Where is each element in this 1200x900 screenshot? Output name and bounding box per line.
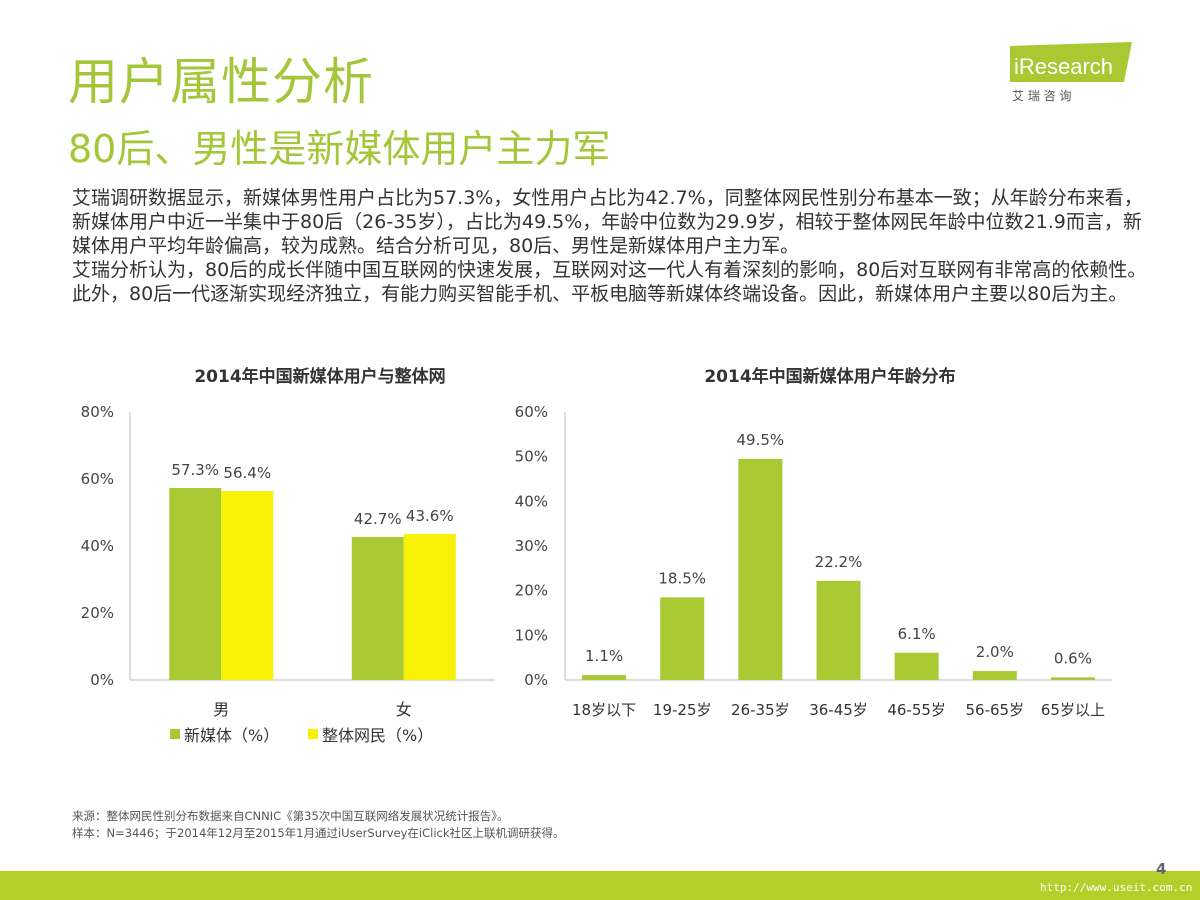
data-label: 1.1% — [585, 647, 623, 665]
bar — [169, 488, 222, 680]
y-tick-label: 50% — [515, 448, 548, 466]
sample-line: 样本：N=3446；于2014年12月至2015年1月通过iUserSurvey… — [72, 826, 565, 840]
y-tick-label: 40% — [81, 537, 114, 555]
y-tick-label: 60% — [515, 403, 548, 421]
y-tick-label: 30% — [515, 537, 548, 555]
footer-bar — [0, 871, 1200, 900]
x-tick-label: 19-25岁 — [653, 701, 712, 719]
y-tick-label: 0% — [524, 671, 548, 689]
page-number: 4 — [1156, 860, 1167, 878]
data-label: 22.2% — [815, 553, 863, 571]
legend-swatch — [308, 729, 318, 739]
y-tick-label: 80% — [81, 403, 114, 421]
data-label: 43.6% — [406, 507, 454, 525]
logo-name: iResearch — [1014, 54, 1113, 79]
data-label: 18.5% — [658, 569, 706, 587]
bar — [972, 671, 1017, 680]
data-label: 49.5% — [737, 431, 785, 449]
y-tick-label: 20% — [515, 582, 548, 600]
legend-swatch — [170, 729, 180, 739]
bar — [894, 652, 939, 680]
age-chart-title: 2014年中国新媒体用户年龄分布 — [704, 367, 956, 387]
y-tick-label: 0% — [90, 671, 114, 689]
x-tick-label: 56-65岁 — [965, 701, 1024, 719]
source-note: 来源：整体网民性别分布数据来自CNNIC《第35次中国互联网络发展状况统计报告》… — [72, 808, 565, 842]
x-tick-label: 女 — [396, 700, 412, 719]
bar — [221, 491, 274, 680]
gender-chart-title: 2014年中国新媒体用户与整体网 — [194, 367, 446, 387]
data-label: 2.0% — [976, 643, 1014, 661]
bar — [1050, 677, 1095, 680]
data-label: 57.3% — [171, 461, 219, 479]
logo-cn: 艾 瑞 咨 询 — [1012, 88, 1071, 103]
legend-label: 新媒体（%） — [184, 726, 279, 745]
y-tick-label: 10% — [515, 626, 548, 644]
x-tick-label: 46-55岁 — [887, 701, 946, 719]
page-title: 用户属性分析 — [68, 53, 374, 111]
bar — [738, 458, 783, 680]
bar — [660, 597, 705, 680]
y-tick-label: 20% — [81, 604, 114, 622]
footer-url: http://www.useit.com.cn — [1040, 881, 1193, 894]
iresearch-logo: iResearch 艾 瑞 咨 询 — [1010, 42, 1132, 103]
bar — [351, 536, 404, 680]
data-label: 0.6% — [1054, 649, 1092, 667]
x-tick-label: 男 — [213, 700, 229, 719]
data-label: 6.1% — [898, 625, 936, 643]
page-subtitle: 80后、男性是新媒体用户主力军 — [68, 127, 611, 171]
x-tick-label: 36-45岁 — [809, 701, 868, 719]
y-tick-label: 60% — [81, 470, 114, 488]
bar — [816, 580, 861, 680]
legend-label: 整体网民（%） — [322, 726, 433, 745]
x-tick-label: 65岁以上 — [1041, 701, 1105, 719]
source-line: 来源：整体网民性别分布数据来自CNNIC《第35次中国互联网络发展状况统计报告》… — [72, 809, 509, 823]
x-tick-label: 26-35岁 — [731, 701, 790, 719]
bar — [582, 675, 627, 680]
summary-paragraph: 艾瑞调研数据显示，新媒体男性用户占比为57.3%，女性用户占比为42.7%，同整… — [72, 186, 1152, 306]
y-tick-label: 40% — [515, 492, 548, 510]
data-label: 42.7% — [354, 510, 402, 528]
x-tick-label: 18岁以下 — [572, 701, 636, 719]
data-label: 56.4% — [223, 464, 271, 482]
summary-text: 艾瑞调研数据显示，新媒体男性用户占比为57.3%，女性用户占比为42.7%，同整… — [72, 187, 1147, 305]
bar — [403, 533, 456, 680]
